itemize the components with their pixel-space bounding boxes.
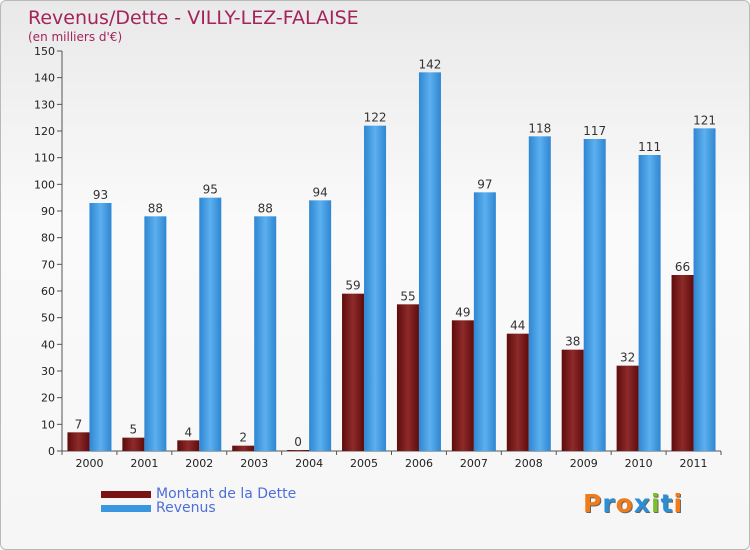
bar-dette — [451, 320, 474, 451]
logo-letter: r — [602, 489, 616, 518]
bar-revenus — [473, 192, 496, 452]
y-tick-label: 110 — [34, 152, 55, 165]
legend: Montant de la Dette Revenus — [101, 486, 297, 516]
x-tick-label: 2007 — [460, 457, 488, 470]
chart-title: Revenus/Dette - VILLY-LEZ-FALAISE — [28, 7, 359, 29]
data-label-revenus: 111 — [638, 140, 661, 154]
bar-revenus — [144, 216, 167, 451]
data-label-dette: 5 — [130, 423, 138, 437]
x-tick-label: 2001 — [130, 457, 158, 470]
bar-revenus — [309, 200, 332, 451]
data-label-dette: 2 — [239, 431, 247, 445]
y-tick-label: 30 — [41, 365, 55, 378]
bar-revenus — [693, 128, 716, 451]
data-label-revenus: 93 — [93, 188, 108, 202]
logo-letter: x — [633, 489, 651, 518]
data-label-dette: 32 — [620, 351, 635, 365]
logo-letter: o — [615, 489, 634, 518]
y-tick-label: 140 — [34, 72, 55, 85]
data-label-revenus: 121 — [693, 113, 716, 127]
x-tick-label: 2010 — [625, 457, 653, 470]
bar-dette — [177, 440, 200, 451]
bar-dette — [287, 450, 310, 451]
data-label-dette: 44 — [510, 319, 525, 333]
x-tick-label: 2005 — [350, 457, 378, 470]
data-label-dette: 49 — [455, 305, 470, 319]
y-tick-label: 120 — [34, 125, 55, 138]
data-label-revenus: 88 — [148, 201, 163, 215]
bar-revenus — [364, 125, 387, 452]
data-label-dette: 38 — [565, 335, 580, 349]
y-tick-label: 50 — [41, 312, 55, 325]
data-label-revenus: 94 — [312, 185, 327, 199]
bar-dette — [561, 349, 584, 451]
data-label-revenus: 122 — [364, 111, 387, 125]
bar-dette — [342, 293, 365, 451]
bar-revenus — [638, 155, 661, 451]
data-label-revenus: 118 — [528, 121, 551, 135]
logo-letter: t — [660, 489, 674, 518]
data-label-revenus: 97 — [477, 177, 492, 191]
legend-item-dette: Montant de la Dette — [101, 486, 297, 502]
y-tick-label: 150 — [34, 45, 55, 58]
bar-dette — [232, 445, 255, 451]
x-tick-label: 2003 — [240, 457, 268, 470]
data-label-dette: 66 — [675, 260, 690, 274]
y-tick-label: 100 — [34, 178, 55, 191]
bar-dette — [506, 333, 529, 451]
y-tick-label: 70 — [41, 258, 55, 271]
legend-label-revenus: Revenus — [156, 500, 216, 516]
x-tick-label: 2008 — [515, 457, 543, 470]
y-tick-label: 40 — [41, 338, 55, 351]
data-label-dette: 0 — [294, 435, 302, 449]
bar-revenus — [89, 203, 112, 451]
y-tick-label: 90 — [41, 205, 55, 218]
bar-dette — [67, 432, 90, 451]
chart-subtitle: (en milliers d'€) — [28, 30, 123, 44]
data-label-dette: 55 — [400, 289, 415, 303]
legend-label-dette: Montant de la Dette — [156, 486, 297, 502]
logo-letter: i — [651, 489, 661, 518]
logo-letter: i — [673, 489, 684, 518]
bar-revenus — [583, 139, 606, 451]
y-tick-label: 20 — [41, 392, 55, 405]
y-tick-label: 0 — [48, 445, 55, 458]
bar-revenus — [254, 216, 277, 451]
legend-swatch-dette — [101, 490, 151, 498]
data-label-revenus: 117 — [583, 124, 606, 138]
x-tick-label: 2002 — [185, 457, 213, 470]
data-label-revenus: 95 — [203, 183, 218, 197]
bar-revenus — [199, 197, 222, 451]
bar-dette — [396, 304, 419, 451]
bar-revenus — [418, 72, 441, 451]
x-tick-label: 2004 — [295, 457, 323, 470]
bar-dette — [671, 275, 694, 451]
proxiti-logo: Proxiti — [583, 489, 683, 518]
data-label-revenus: 142 — [419, 57, 442, 71]
bar-dette — [122, 437, 145, 451]
y-tick-label: 80 — [41, 232, 55, 245]
data-label-revenus: 88 — [258, 201, 273, 215]
legend-item-revenus: Revenus — [101, 500, 296, 516]
x-tick-label: 2006 — [405, 457, 433, 470]
data-label-dette: 59 — [345, 279, 360, 293]
bar-revenus — [528, 136, 551, 452]
x-tick-label: 2000 — [75, 457, 103, 470]
logo-letter: P — [583, 489, 603, 518]
x-tick-label: 2011 — [680, 457, 708, 470]
y-tick-label: 10 — [41, 418, 55, 431]
y-tick-label: 60 — [41, 285, 55, 298]
y-tick-label: 130 — [34, 98, 55, 111]
legend-swatch-revenus — [101, 504, 151, 512]
data-label-dette: 4 — [184, 425, 192, 439]
bar-dette — [616, 365, 639, 451]
data-label-dette: 7 — [75, 417, 83, 431]
x-tick-label: 2009 — [570, 457, 598, 470]
